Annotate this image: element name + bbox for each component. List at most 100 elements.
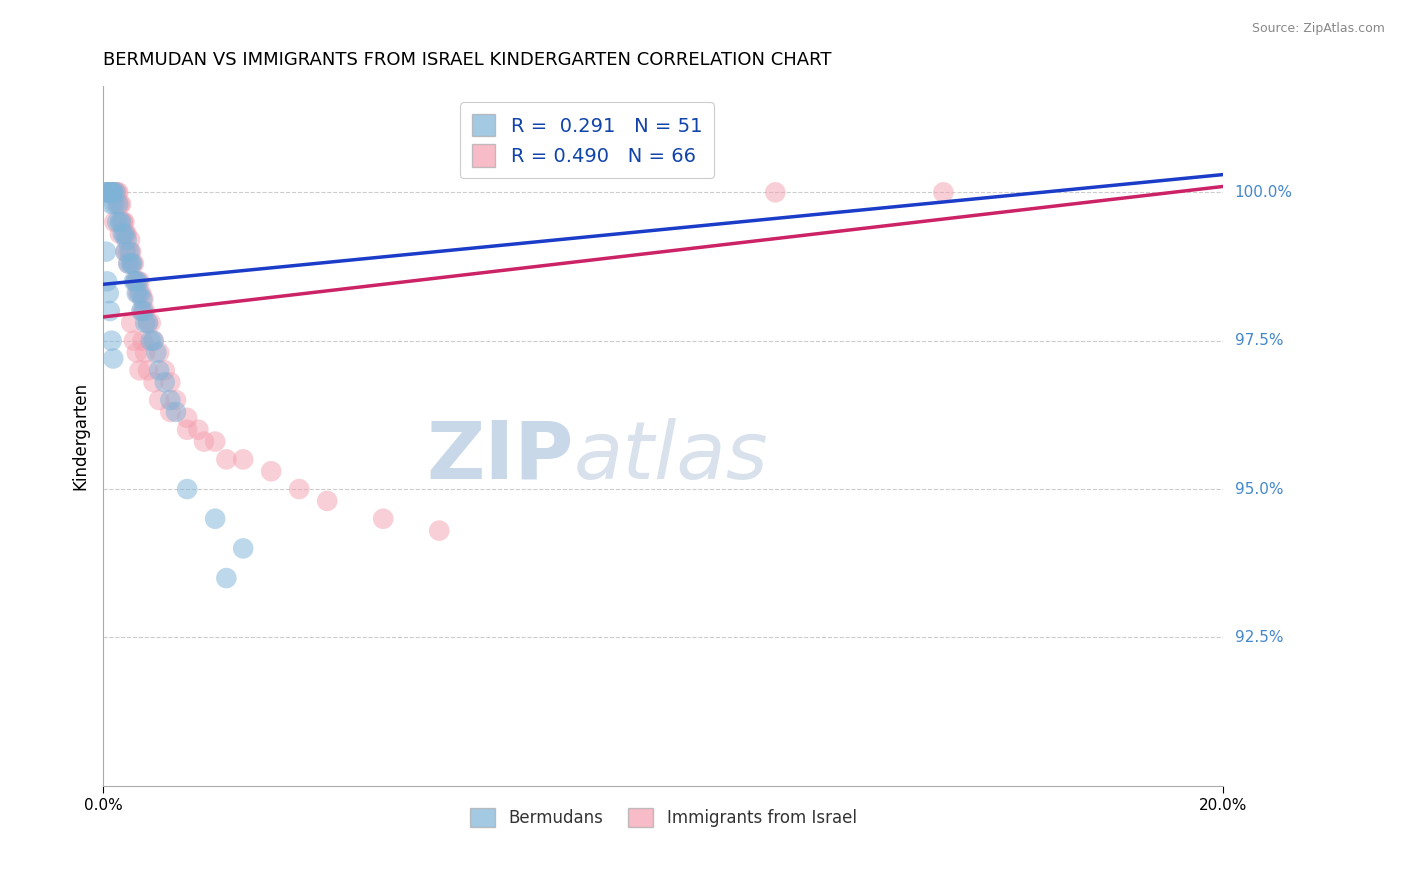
Point [104, 186, 127, 200]
Point [117, 256, 139, 270]
Point [127, 286, 149, 301]
Point [101, 186, 124, 200]
Point [427, 524, 450, 538]
Point [153, 363, 176, 377]
Point [176, 410, 198, 425]
Point [142, 334, 165, 348]
Point [260, 464, 283, 478]
Point [128, 286, 150, 301]
Point [100, 186, 122, 200]
Point [288, 482, 311, 496]
Point [114, 227, 136, 241]
Text: 95.0%: 95.0% [1234, 482, 1284, 497]
Point [159, 405, 181, 419]
Point [145, 345, 167, 359]
Point [110, 215, 132, 229]
Point [131, 292, 153, 306]
Point [215, 452, 238, 467]
Point [98, 304, 121, 318]
Point [115, 227, 138, 241]
Point [134, 345, 156, 359]
Point [105, 215, 128, 229]
Point [165, 392, 187, 407]
Point [120, 316, 142, 330]
Point [932, 186, 955, 200]
Point [204, 512, 226, 526]
Point [121, 256, 143, 270]
Point [176, 482, 198, 496]
Point [97, 286, 120, 301]
Point [110, 197, 132, 211]
Point [159, 392, 181, 407]
Point [108, 197, 131, 211]
Point [108, 227, 131, 241]
Point [112, 215, 135, 229]
Point [763, 186, 786, 200]
Point [232, 452, 254, 467]
Point [103, 186, 125, 200]
Text: 97.5%: 97.5% [1234, 334, 1284, 348]
Text: ZIP: ZIP [426, 417, 574, 496]
Point [142, 376, 165, 390]
Point [96, 186, 118, 200]
Point [127, 274, 149, 288]
Point [103, 351, 125, 366]
Text: BERMUDAN VS IMMIGRANTS FROM ISRAEL KINDERGARTEN CORRELATION CHART: BERMUDAN VS IMMIGRANTS FROM ISRAEL KINDE… [103, 51, 831, 69]
Point [193, 434, 215, 449]
Point [111, 215, 134, 229]
Point [125, 274, 148, 288]
Point [120, 244, 142, 259]
Point [204, 434, 226, 449]
Point [316, 494, 339, 508]
Point [142, 334, 165, 348]
Point [148, 363, 170, 377]
Y-axis label: Kindergarten: Kindergarten [72, 382, 89, 490]
Point [117, 256, 139, 270]
Point [129, 286, 152, 301]
Point [134, 316, 156, 330]
Point [125, 286, 148, 301]
Text: Source: ZipAtlas.com: Source: ZipAtlas.com [1251, 22, 1385, 36]
Point [114, 244, 136, 259]
Point [131, 334, 153, 348]
Point [131, 304, 153, 318]
Point [122, 334, 145, 348]
Point [132, 292, 155, 306]
Point [124, 274, 146, 288]
Point [107, 197, 129, 211]
Point [100, 186, 122, 200]
Point [176, 423, 198, 437]
Point [94, 244, 117, 259]
Text: atlas: atlas [574, 417, 769, 496]
Point [124, 274, 146, 288]
Point [118, 233, 141, 247]
Point [105, 197, 128, 211]
Point [108, 215, 131, 229]
Point [117, 244, 139, 259]
Point [111, 227, 134, 241]
Point [101, 186, 124, 200]
Point [114, 244, 136, 259]
Point [100, 186, 122, 200]
Point [136, 316, 159, 330]
Point [97, 186, 120, 200]
Point [100, 197, 122, 211]
Point [139, 334, 162, 348]
Point [132, 304, 155, 318]
Point [129, 304, 152, 318]
Point [159, 376, 181, 390]
Point [97, 186, 120, 200]
Point [107, 186, 129, 200]
Point [104, 186, 127, 200]
Point [100, 334, 122, 348]
Point [373, 512, 395, 526]
Point [136, 363, 159, 377]
Point [128, 363, 150, 377]
Point [97, 186, 120, 200]
Point [153, 376, 176, 390]
Point [103, 197, 125, 211]
Text: 100.0%: 100.0% [1234, 185, 1292, 200]
Point [232, 541, 254, 556]
Legend: Bermudans, Immigrants from Israel: Bermudans, Immigrants from Israel [464, 801, 863, 833]
Point [105, 186, 128, 200]
